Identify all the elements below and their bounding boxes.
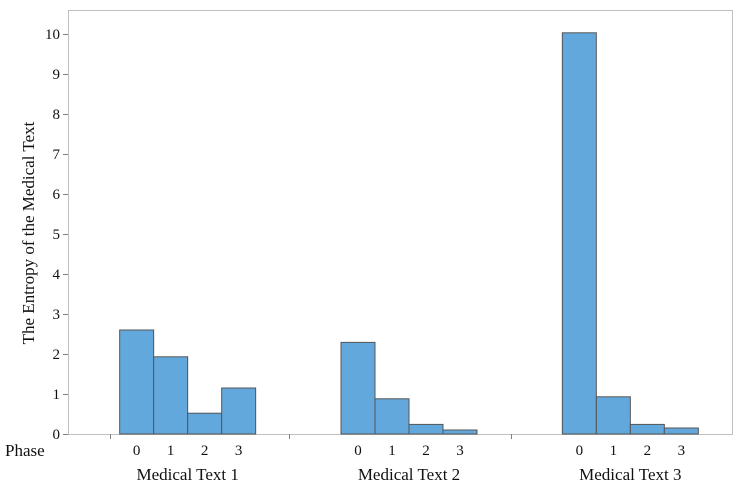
- y-tick-label: 2: [53, 347, 61, 363]
- bar: [629, 423, 665, 435]
- y-tick-label: 4: [53, 267, 61, 283]
- phase-tick-label: 1: [167, 443, 175, 459]
- phase-tick-label: 1: [610, 443, 618, 459]
- bar: [119, 329, 155, 435]
- y-axis: 0 1 2 3 4 5 6 7 8 9 10: [45, 27, 68, 443]
- y-tick-label: 5: [53, 227, 61, 243]
- phase-tick-label: 2: [422, 443, 430, 459]
- phase-tick-label: 1: [388, 443, 396, 459]
- group-label: Medical Text 3: [579, 465, 681, 484]
- bars-layer: [119, 32, 699, 435]
- group-label: Medical Text 2: [358, 465, 460, 484]
- phase-tick-label: 2: [201, 443, 209, 459]
- phase-tick-label: 2: [644, 443, 652, 459]
- y-axis-title: The Entropy of the Medical Text: [19, 121, 38, 344]
- y-tick-label: 9: [53, 67, 61, 83]
- y-tick-label: 3: [53, 307, 61, 323]
- phase-tick-label: 3: [235, 443, 243, 459]
- group-label: Medical Text 1: [136, 465, 238, 484]
- bar: [374, 398, 410, 435]
- bar: [663, 427, 699, 435]
- bar: [442, 429, 478, 435]
- phase-tick-label: 0: [354, 443, 362, 459]
- phase-axis-label: Phase: [5, 441, 45, 460]
- phase-tick-label: 3: [456, 443, 464, 459]
- y-tick-label: 1: [53, 387, 61, 403]
- y-tick-label: 6: [53, 187, 61, 203]
- bar: [561, 32, 597, 435]
- y-tick-label: 7: [53, 147, 61, 163]
- bar: [153, 356, 189, 435]
- bar: [221, 387, 257, 435]
- phase-tick-label: 0: [576, 443, 584, 459]
- plot-frame: [68, 10, 733, 435]
- phase-tick-label: 0: [133, 443, 141, 459]
- y-tick-label: 10: [45, 27, 60, 43]
- bar: [187, 412, 223, 435]
- y-tick-label: 8: [53, 107, 61, 123]
- bar: [408, 423, 444, 435]
- phase-tick-label: 3: [678, 443, 686, 459]
- x-axis: 0 1 2 3 Medical Text 1 0 1 2 3 Medical Text 2 0 1 2 3…: [110, 434, 686, 484]
- bar: [340, 341, 376, 435]
- y-tick-label: 0: [53, 427, 61, 443]
- bar: [595, 396, 631, 435]
